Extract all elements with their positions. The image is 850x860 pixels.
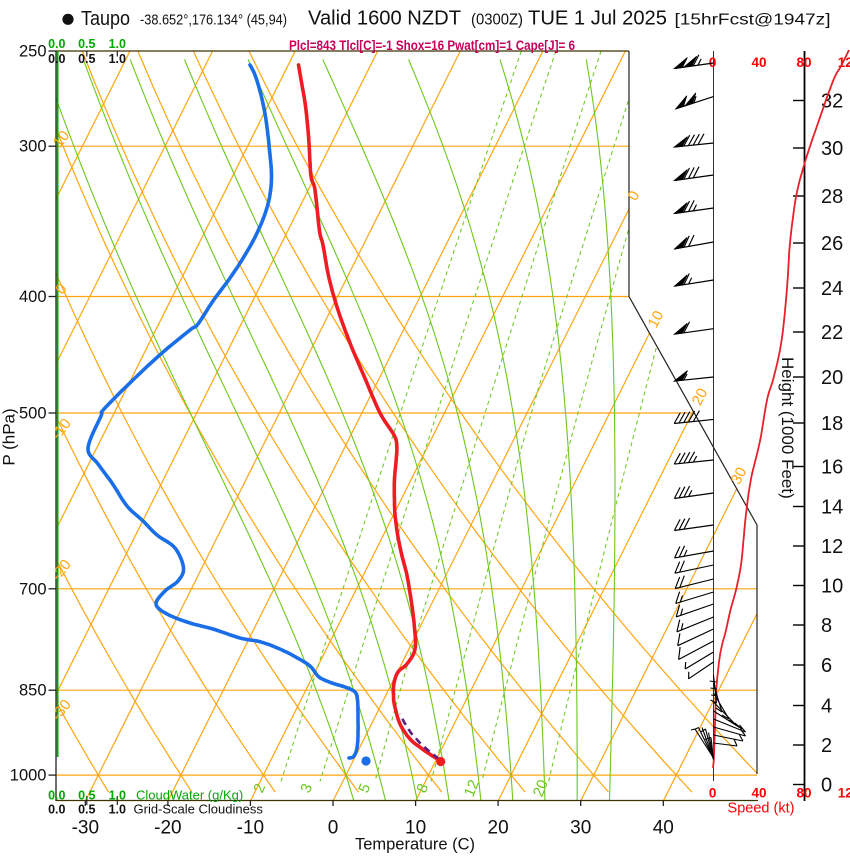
svg-text:(0300Z): (0300Z) (471, 12, 523, 29)
svg-text:[15hrFcst@1947z]: [15hrFcst@1947z] (675, 12, 831, 29)
svg-text:6: 6 (821, 655, 832, 677)
svg-text:0.0: 0.0 (48, 789, 65, 803)
svg-text:0: 0 (52, 281, 71, 298)
svg-text:20: 20 (821, 367, 843, 389)
svg-text:20: 20 (488, 818, 509, 839)
svg-text:-20: -20 (154, 818, 181, 839)
svg-text:0: 0 (709, 786, 717, 801)
svg-text:0.0: 0.0 (48, 52, 65, 66)
svg-text:Taupo: Taupo (81, 7, 130, 30)
svg-text:400: 400 (19, 288, 47, 306)
svg-text:1.0: 1.0 (109, 37, 126, 51)
svg-text:28: 28 (821, 186, 843, 208)
svg-text:-20: -20 (48, 556, 75, 584)
svg-text:24: 24 (821, 278, 843, 300)
svg-text:0: 0 (625, 188, 644, 203)
svg-text:12: 12 (821, 536, 843, 558)
svg-text:120: 120 (838, 786, 850, 801)
svg-text:20: 20 (689, 386, 712, 409)
svg-text:Plcl=843 Tlcl[C]=-1 Shox=16 Pw: Plcl=843 Tlcl[C]=-1 Shox=16 Pwat[cm]=1 C… (289, 38, 575, 53)
svg-text:0.0: 0.0 (48, 803, 65, 817)
svg-text:16: 16 (821, 457, 843, 479)
svg-text:500: 500 (19, 405, 47, 423)
svg-text:30: 30 (570, 818, 591, 839)
svg-text:80: 80 (796, 55, 811, 70)
svg-text:300: 300 (19, 138, 47, 156)
svg-text:0: 0 (821, 775, 832, 797)
svg-text:-30: -30 (48, 696, 75, 724)
svg-text:1.0: 1.0 (109, 789, 126, 803)
svg-text:4: 4 (821, 696, 832, 718)
svg-text:22: 22 (821, 322, 843, 344)
svg-text:-10: -10 (48, 415, 75, 443)
svg-text:32: 32 (821, 91, 843, 113)
svg-text:P (hPa): P (hPa) (0, 408, 19, 465)
svg-text:0: 0 (328, 818, 339, 839)
svg-text:14: 14 (821, 497, 843, 519)
svg-text:26: 26 (821, 233, 843, 255)
svg-text:-30: -30 (72, 818, 99, 839)
svg-text:3: 3 (297, 781, 316, 795)
svg-text:Temperature (C): Temperature (C) (355, 836, 475, 854)
svg-text:-10: -10 (237, 818, 264, 839)
svg-text:2: 2 (821, 735, 832, 757)
svg-text:0.5: 0.5 (78, 52, 95, 66)
svg-text:-38.652°,176.134° (45,94): -38.652°,176.134° (45,94) (140, 13, 287, 29)
svg-text:80: 80 (796, 786, 811, 801)
svg-text:Height (1000 Feet): Height (1000 Feet) (778, 357, 797, 499)
svg-text:Grid-Scale Cloudiness: Grid-Scale Cloudiness (134, 802, 264, 817)
svg-text:8: 8 (821, 615, 832, 637)
svg-text:40: 40 (751, 786, 766, 801)
svg-text:30: 30 (728, 465, 751, 488)
svg-text:0: 0 (709, 55, 717, 70)
svg-text:Valid 1600 NZDT: Valid 1600 NZDT (308, 7, 461, 30)
svg-text:20: 20 (530, 777, 552, 799)
svg-text:850: 850 (19, 682, 47, 700)
svg-text:5: 5 (355, 781, 374, 795)
svg-text:0.5: 0.5 (78, 803, 95, 817)
svg-text:0.5: 0.5 (78, 37, 95, 51)
svg-text:CloudWater (g/Kg): CloudWater (g/Kg) (136, 788, 243, 803)
svg-text:10: 10 (645, 308, 668, 331)
svg-text:TUE 1 Jul 2025: TUE 1 Jul 2025 (528, 7, 667, 30)
svg-text:0.5: 0.5 (78, 789, 95, 803)
svg-text:0.0: 0.0 (48, 37, 65, 51)
svg-text:30: 30 (821, 138, 843, 160)
svg-text:250: 250 (19, 43, 47, 61)
svg-text:1.0: 1.0 (109, 803, 126, 817)
svg-text:Speed (kt): Speed (kt) (728, 801, 795, 817)
svg-text:10: 10 (50, 127, 74, 151)
svg-text:10: 10 (821, 576, 843, 598)
svg-text:1000: 1000 (10, 767, 47, 785)
svg-text:40: 40 (751, 55, 766, 70)
svg-text:10: 10 (405, 818, 426, 839)
svg-text:18: 18 (821, 413, 843, 435)
svg-text:1.0: 1.0 (109, 52, 126, 66)
svg-text:12: 12 (461, 777, 483, 799)
svg-text:40: 40 (653, 818, 674, 839)
svg-text:700: 700 (19, 580, 47, 598)
